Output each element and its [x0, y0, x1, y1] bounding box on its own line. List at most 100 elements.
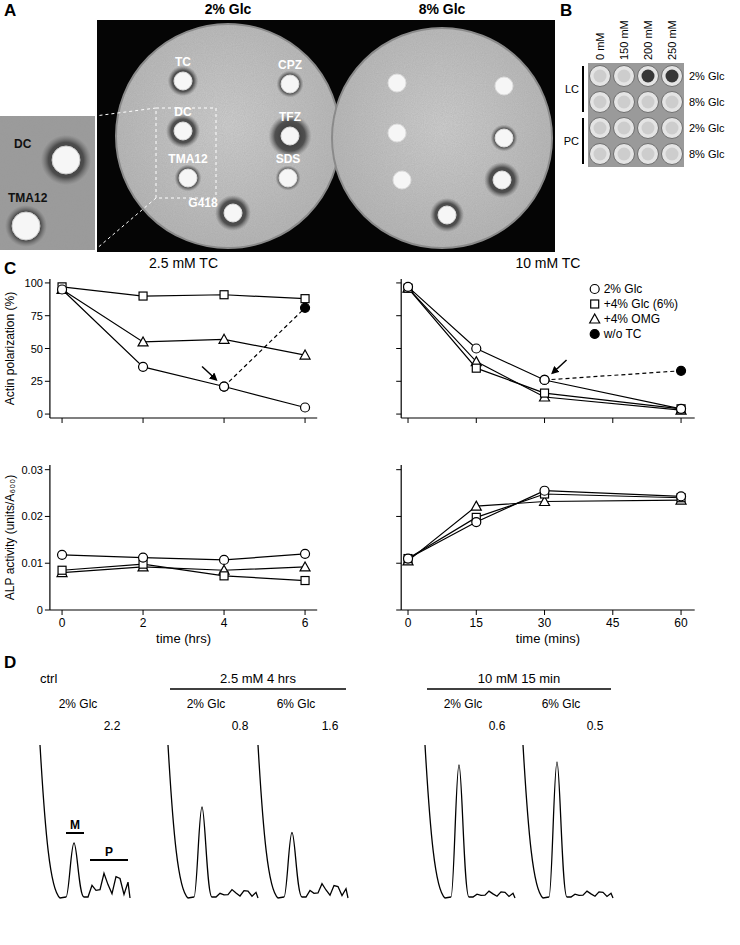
x-tick	[476, 418, 477, 423]
x-tick-label: 60	[674, 616, 688, 630]
trace-label: 6% Glc	[277, 697, 316, 711]
well-rim	[638, 66, 659, 87]
inset-label: TMA12	[8, 191, 48, 205]
x-tick	[408, 418, 409, 423]
chromatogram-trace	[40, 745, 130, 898]
data-point	[58, 550, 67, 559]
zoom-line	[95, 198, 156, 250]
well-rim	[638, 92, 659, 113]
well	[618, 148, 631, 161]
inhibition-halo	[388, 124, 406, 142]
data-point	[301, 403, 310, 412]
x-tick	[612, 610, 613, 615]
x-tick-label: 15	[470, 616, 484, 630]
well	[594, 122, 607, 135]
inset-disc	[52, 146, 80, 174]
disc-label: TC	[175, 55, 191, 69]
y-tick	[396, 381, 401, 382]
group-bar	[582, 66, 584, 112]
paper-disc	[281, 75, 299, 93]
x-tick	[612, 418, 613, 423]
y-tick	[45, 282, 50, 283]
plot-area	[403, 486, 686, 565]
well	[642, 148, 655, 161]
data-point	[471, 501, 481, 510]
x-tick	[408, 610, 409, 615]
x-tick	[681, 610, 682, 615]
paper-disc	[495, 77, 513, 95]
disc-label: TMA12	[168, 152, 208, 166]
data-point	[301, 295, 309, 303]
disc-label: CPZ	[278, 58, 302, 72]
figure: ABCD2% GlcTCCPZDCTFZTMA12SDSG4188% GlcDC…	[0, 0, 740, 945]
paper-disc	[179, 169, 197, 187]
y-tick-label: 0.03	[21, 464, 42, 476]
data-point	[301, 577, 309, 585]
data-point	[301, 303, 310, 312]
paper-disc	[224, 204, 242, 222]
legend-label: +4% OMG	[604, 312, 660, 326]
row-label: 8% Glc	[689, 96, 725, 108]
data-point	[677, 404, 686, 413]
well-rim	[662, 118, 683, 139]
inhibition-halo	[430, 198, 464, 232]
series-line	[408, 287, 681, 409]
well-rim	[590, 118, 611, 139]
paper-disc	[174, 122, 192, 140]
series-line	[408, 288, 681, 410]
series-line	[62, 287, 305, 299]
well	[618, 70, 631, 83]
data-point	[472, 518, 481, 527]
well-rim	[638, 144, 659, 165]
x-tick-label: 30	[538, 616, 552, 630]
plate-background	[97, 20, 555, 252]
plot-area	[403, 282, 686, 414]
chart-title: 2.5 mM TC	[149, 255, 218, 271]
ratio-label: 0.6	[489, 719, 506, 733]
data-point	[404, 282, 413, 291]
trace-label: 2% Glc	[187, 697, 226, 711]
well	[642, 70, 655, 83]
y-tick	[396, 315, 401, 316]
data-point	[404, 554, 413, 563]
data-point	[139, 362, 148, 371]
ratio-label: 2.2	[104, 719, 121, 733]
paper-disc	[438, 206, 456, 224]
group-label: 2.5 mM 4 hrs	[220, 671, 296, 686]
y-tick	[396, 282, 401, 283]
x-tick	[224, 418, 225, 423]
inhibition-halo	[166, 114, 200, 148]
chromatogram-trace	[258, 745, 348, 898]
column-label: 0 mM	[594, 33, 606, 61]
y-tick	[45, 469, 50, 470]
well	[666, 96, 679, 109]
y-tick-label: 25	[31, 375, 43, 387]
series-line	[62, 289, 305, 407]
ratio-label: 1.6	[322, 719, 339, 733]
inset-halo	[5, 205, 47, 247]
agar-texture	[117, 25, 339, 247]
column-label: 200 mM	[642, 20, 654, 60]
x-tick	[143, 418, 144, 423]
y-tick	[396, 516, 401, 517]
well-rim	[662, 66, 683, 87]
arrow	[553, 360, 567, 373]
paper-disc	[388, 74, 406, 92]
x-axis-label: time (hrs)	[156, 631, 211, 646]
peak-bar	[90, 859, 128, 861]
paper-disc	[388, 124, 406, 142]
data-point	[220, 291, 228, 299]
data-point	[220, 382, 229, 391]
series-line	[62, 554, 305, 560]
plate-title: 2% Glc	[205, 1, 252, 17]
y-tick	[396, 610, 401, 611]
inhibition-halo	[495, 77, 513, 95]
y-tick-label: 0.02	[21, 510, 42, 522]
inset-halo	[41, 135, 91, 185]
row-label: 2% Glc	[689, 70, 725, 82]
y-tick-label: 0.01	[21, 557, 42, 569]
inset-label: DC	[14, 137, 32, 151]
peak-label: P	[105, 845, 113, 859]
series-line	[408, 494, 681, 559]
inset-texture	[0, 116, 95, 250]
